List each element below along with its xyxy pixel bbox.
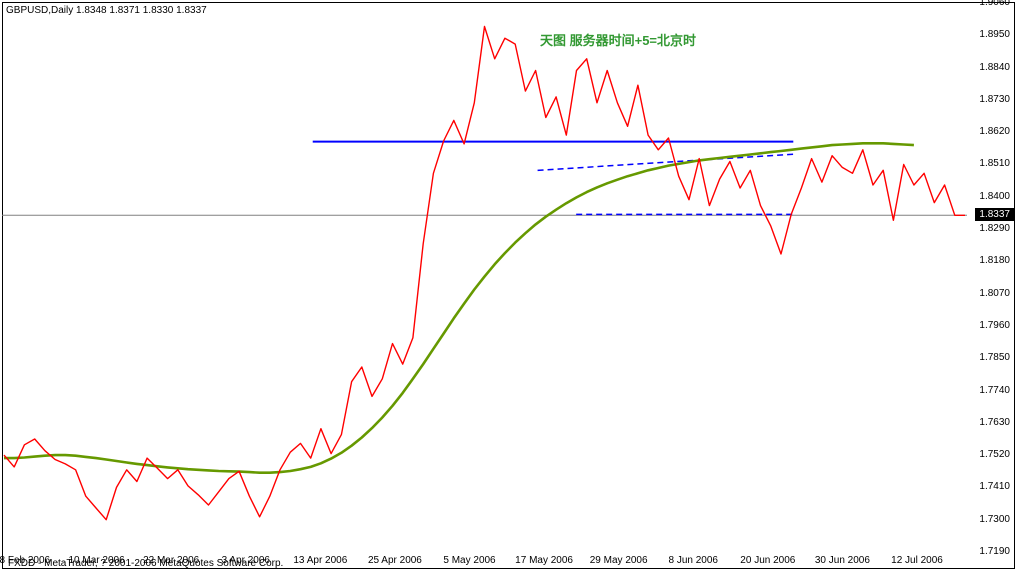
y-tick-label: 1.8400 (979, 191, 1010, 202)
x-tick-label: 29 May 2006 (590, 555, 648, 566)
x-tick-label: 22 Mar 2006 (143, 555, 199, 566)
x-tick-label: 25 Apr 2006 (368, 555, 422, 566)
y-tick-label: 1.9060 (979, 0, 1010, 8)
y-tick-label: 1.7410 (979, 481, 1010, 492)
y-tick-label: 1.8730 (979, 94, 1010, 105)
y-tick-label: 1.8180 (979, 255, 1010, 266)
y-tick-label: 1.8950 (979, 29, 1010, 40)
x-tick-label: 28 Feb 2006 (0, 555, 50, 566)
y-tick-label: 1.8510 (979, 158, 1010, 169)
y-tick-label: 1.7300 (979, 514, 1010, 525)
current-price-tag: 1.8337 (975, 208, 1014, 221)
y-tick-label: 1.8620 (979, 126, 1010, 137)
x-tick-label: 30 Jun 2006 (815, 555, 870, 566)
x-tick-label: 13 Apr 2006 (293, 555, 347, 566)
y-tick-label: 1.7850 (979, 352, 1010, 363)
x-tick-label: 3 Apr 2006 (222, 555, 270, 566)
y-tick-label: 1.7960 (979, 320, 1010, 331)
y-tick-label: 1.7740 (979, 385, 1010, 396)
x-tick-label: 8 Jun 2006 (669, 555, 719, 566)
y-tick-label: 1.8290 (979, 223, 1010, 234)
x-tick-label: 17 May 2006 (515, 555, 573, 566)
y-tick-label: 1.8070 (979, 288, 1010, 299)
y-tick-label: 1.7630 (979, 417, 1010, 428)
chart-svg-layer (0, 0, 1016, 588)
x-tick-label: 20 Jun 2006 (740, 555, 795, 566)
x-tick-label: 12 Jul 2006 (891, 555, 943, 566)
y-tick-label: 1.7520 (979, 449, 1010, 460)
y-tick-label: 1.7190 (979, 546, 1010, 557)
chart-container: GBPUSD,Daily 1.8348 1.8371 1.8330 1.8337… (0, 0, 1016, 588)
x-tick-label: 5 May 2006 (443, 555, 495, 566)
y-tick-label: 1.8840 (979, 62, 1010, 73)
x-tick-label: 10 Mar 2006 (69, 555, 125, 566)
